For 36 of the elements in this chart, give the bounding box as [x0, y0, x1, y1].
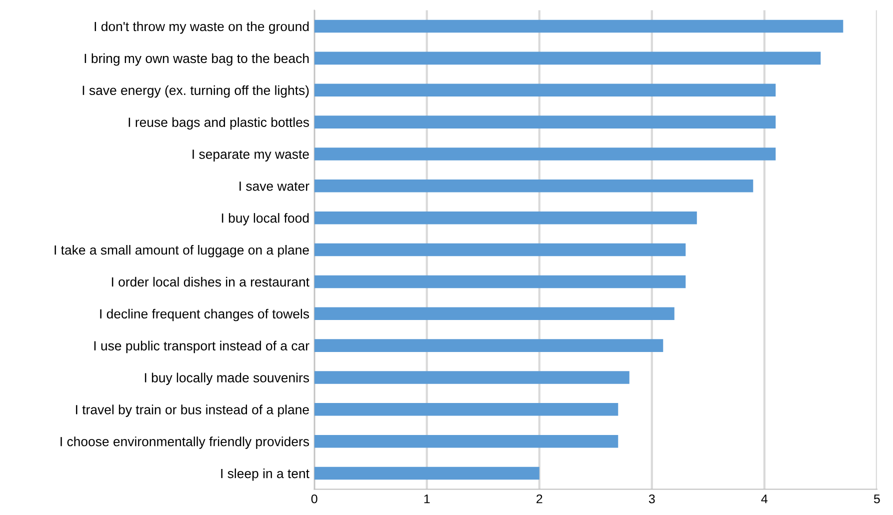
bar — [314, 339, 664, 352]
y-tick-label: I reuse bags and plastic bottles — [128, 117, 310, 130]
y-tick-label: I sleep in a tent — [221, 468, 310, 481]
bar — [314, 466, 540, 480]
x-tick-label: 2 — [536, 494, 542, 504]
bar — [314, 52, 821, 65]
x-tick-label: 5 — [874, 494, 880, 504]
bar — [314, 371, 630, 384]
bar — [314, 84, 776, 97]
bar — [314, 403, 618, 416]
y-tick-label: I take a small amount of luggage on a plane — [54, 244, 309, 258]
bar — [314, 211, 697, 224]
x-tick-label: 1 — [424, 494, 430, 504]
y-tick-label: I save water — [240, 182, 310, 191]
y-tick-label: I bring my own waste bag to the beach — [84, 53, 309, 66]
bar — [314, 180, 754, 192]
bar — [314, 307, 674, 320]
bar — [314, 148, 776, 160]
y-tick-label: I travel by train or bus instead of a plane — [76, 404, 309, 417]
y-tick-label: I use public transport instead of a car — [94, 340, 310, 354]
y-tick-label: I buy local food — [222, 213, 309, 226]
y-tick-label: I order local dishes in a restaurant — [112, 276, 310, 287]
y-tick-label: I save energy (ex. turning off the lights) — [82, 85, 309, 98]
x-tick-label: 4 — [761, 494, 768, 504]
bar — [314, 243, 686, 256]
y-tick-label: I choose environmentally friendly providers — [60, 436, 310, 449]
y-tick-label: I decline frequent changes of towels — [100, 308, 310, 322]
x-tick-label: 3 — [648, 494, 655, 504]
y-tick-label: I separate my waste — [192, 150, 309, 162]
bar — [314, 116, 776, 128]
x-tick-label: 0 — [311, 494, 318, 504]
y-tick-label: I buy locally made souvenirs — [144, 372, 310, 386]
bar — [314, 275, 686, 288]
bar — [314, 434, 618, 448]
bar — [314, 20, 844, 33]
y-tick-label: I don't throw my waste on the ground — [94, 21, 309, 34]
